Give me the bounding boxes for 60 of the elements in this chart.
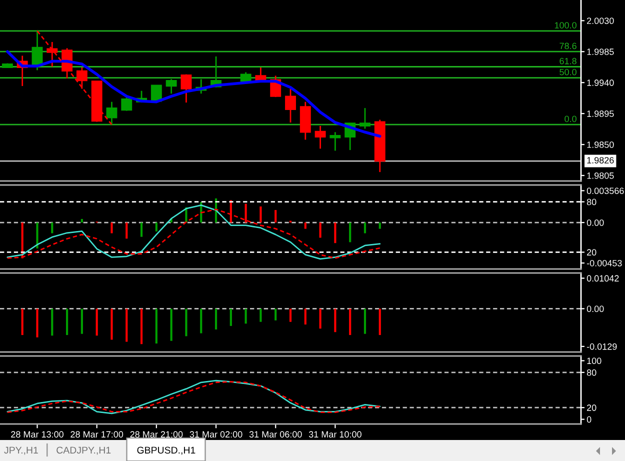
text: JPY.,H1 [4,446,38,455]
bar [304,222,306,229]
y-tick-label: 100 [587,358,602,364]
candlestick [314,125,326,150]
bar [140,222,143,237]
y-tick-label: 2.0030 [587,18,614,24]
candlestick [330,131,341,152]
bar [319,222,322,238]
bar [378,222,381,229]
y-tick-label: 0.003566 [586,188,624,194]
y-tick-label: 0.00 [586,220,604,226]
y-tick-label: 80 [586,369,596,376]
bar [126,222,128,239]
bar [349,222,352,242]
bar [260,206,262,223]
bar [364,222,366,234]
candlestick [76,66,88,90]
candlestick [32,30,43,71]
y-tick-label: -0.00453 [586,260,622,266]
candlestick [150,84,162,102]
annotation: 100.0 [554,22,576,28]
candlestick [46,41,58,68]
x-tick-label: 28 Mar 21:00 [130,431,183,438]
bar [51,222,54,234]
x-tick-label: 31 Mar 06:00 [249,431,302,438]
y-tick-label: 1.9805 [587,172,614,179]
annotation: 61.8 [560,58,576,64]
y-tick-label: 0 [586,416,592,423]
candlestick [121,96,132,112]
x-tick-label: 31 Mar 02:00 [190,431,242,438]
annotation: 0.0 [564,116,576,122]
bar [110,222,113,234]
y-tick-label: 1.9850 [587,141,614,148]
candlestick [106,101,118,125]
annotation: 78.6 [560,42,576,50]
bar [155,222,158,232]
y-tick-label: 1.9895 [587,110,614,117]
bar [274,210,277,223]
annotation: 50.0 [560,68,576,76]
line-series [36,30,112,126]
line-series [6,50,382,138]
candlestick [180,74,192,104]
y-tick-label: 0.00 [586,306,604,312]
y-tick-label: 1.9985 [587,48,614,55]
candlestick [166,78,177,94]
x-tick-label: 28 Mar 17:00 [70,431,124,438]
text: GBPUSD.,H1 [137,446,196,455]
bar [334,222,336,244]
y-tick-label: 0.01042 [586,275,619,282]
bar [36,222,38,248]
ref-line-label: 1.9826 [587,157,614,164]
x-tick-label: 31 Mar 10:00 [308,431,362,438]
y-tick-label: 1.9940 [587,80,614,86]
x-tick-label: 28 Mar 13:00 [11,431,64,438]
text: CADJPY.,H1 [56,446,111,455]
y-tick-label: 20 [587,404,596,411]
candlestick [360,107,370,130]
y-tick-label: -0.0129 [586,343,617,350]
candlestick [285,88,296,124]
bar [80,218,83,223]
